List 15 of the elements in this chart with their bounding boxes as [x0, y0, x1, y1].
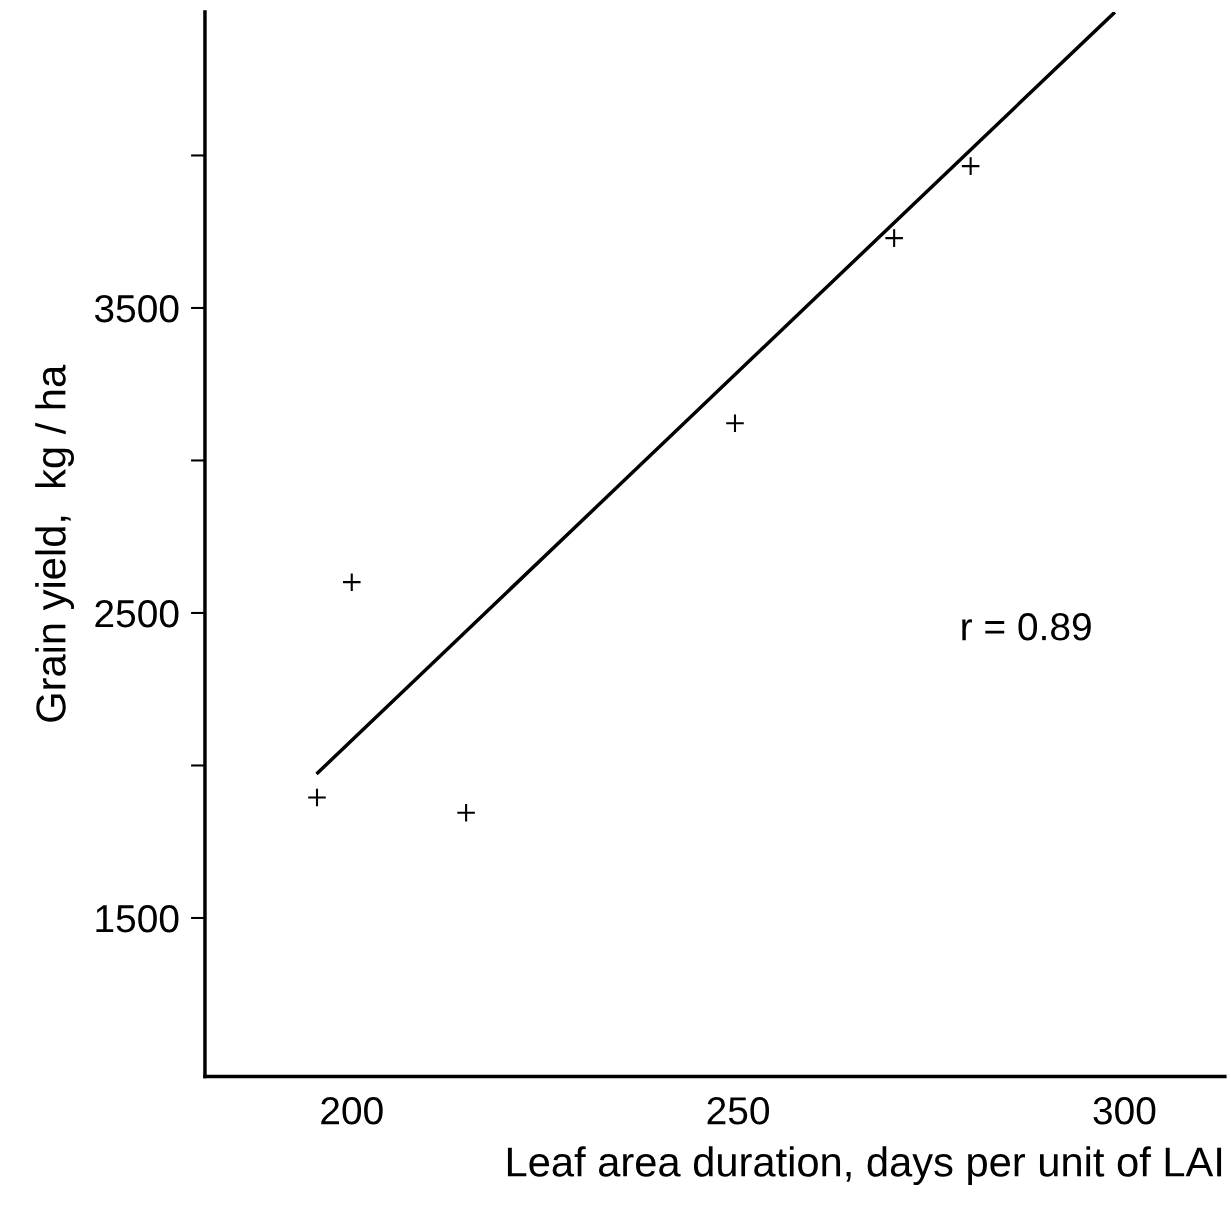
point — [884, 228, 904, 248]
x-axis-title: Leaf area duration, days per unit of LAI — [507, 1146, 1222, 1186]
annotation: r = 0.89 — [962, 612, 1091, 641]
point — [307, 787, 327, 808]
point — [456, 802, 476, 823]
y-tick-label: 2500 — [95, 599, 179, 628]
x-tick-label: 250 — [707, 1097, 770, 1125]
point — [341, 572, 362, 592]
x-tick-label: 300 — [1093, 1097, 1156, 1125]
y-axis-title: Grain yield, kg / ha — [35, 364, 75, 722]
y-tick-label: 3500 — [94, 294, 179, 323]
point — [960, 156, 981, 176]
y-tick-label: 1500 — [96, 904, 179, 933]
point — [725, 413, 745, 434]
x-tick-label: 200 — [321, 1097, 383, 1125]
